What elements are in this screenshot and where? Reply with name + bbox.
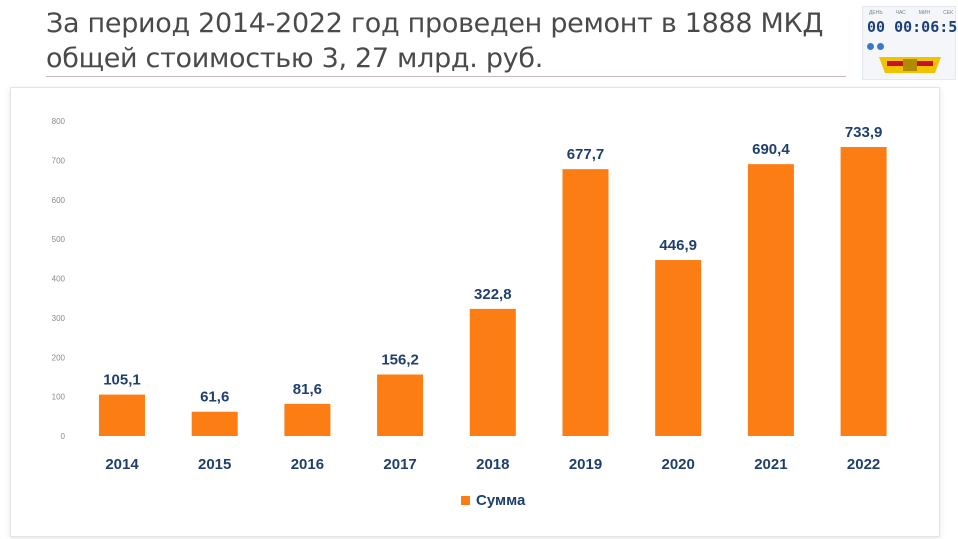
x-tick-label: 2019: [569, 456, 602, 473]
y-tick-label: 100: [52, 393, 66, 402]
bar: [469, 308, 516, 436]
y-axis: 0 100 200 300 400 500 600 700 800: [52, 117, 66, 441]
x-tick-label: 2022: [847, 456, 880, 473]
y-tick-label: 800: [52, 117, 66, 126]
bar-value-label: 690,4: [752, 141, 790, 158]
title-line-1: За период 2014-2022 год проведен ремонт …: [46, 8, 824, 39]
bar: [840, 147, 887, 437]
legend: Сумма: [461, 492, 526, 509]
x-tick-label: 2016: [291, 456, 324, 473]
y-tick-label: 0: [61, 432, 66, 441]
timer-controls: [867, 43, 884, 50]
bar: [747, 164, 794, 436]
title-line-2: общей стоимостью 3, 27 млрд. руб.: [46, 43, 543, 74]
legend-swatch: [461, 496, 470, 505]
bar-value-label: 446,9: [659, 237, 697, 254]
timer-label-seconds: СЕК: [943, 10, 953, 16]
timer-label-days: ДЕНЬ: [869, 10, 883, 16]
x-tick-label: 2021: [754, 456, 787, 473]
bar: [655, 260, 702, 436]
settings-icon[interactable]: [867, 43, 874, 50]
y-tick-label: 500: [52, 235, 66, 244]
x-tick-label: 2020: [662, 456, 695, 473]
bar: [284, 403, 331, 436]
y-tick-label: 400: [52, 275, 66, 284]
countdown-timer: ДЕНЬ ЧАС МИН СЕК 00 00:06:56: [862, 6, 958, 80]
bar-value-label: 733,9: [845, 124, 883, 141]
bar-value-label: 156,2: [381, 351, 419, 368]
bar: [562, 169, 609, 436]
x-tick-label: 2018: [476, 456, 509, 473]
x-tick-label: 2015: [198, 456, 231, 473]
y-tick-label: 200: [52, 353, 66, 362]
timer-value: 00 00:06:56: [867, 18, 958, 36]
bar: [191, 411, 238, 436]
bar-value-label: 81,6: [293, 381, 322, 398]
x-tick-label: 2014: [105, 456, 139, 473]
bar-series: 105,1 61,6 81,6 156,2 322,8 677,7 446,9 690,4 73…: [99, 124, 887, 437]
bar-value-label: 677,7: [567, 146, 605, 163]
bar-value-label: 105,1: [103, 372, 141, 389]
legend-label: Сумма: [476, 492, 526, 509]
bar-value-label: 322,8: [474, 286, 512, 303]
title-divider: [46, 76, 846, 77]
y-tick-label: 700: [52, 156, 66, 165]
bar-value-label: 61,6: [200, 389, 229, 406]
bar: [377, 374, 424, 436]
timer-labels: ДЕНЬ ЧАС МИН СЕК: [869, 10, 953, 16]
x-tick-label: 2017: [383, 456, 416, 473]
y-tick-label: 600: [52, 196, 66, 205]
timer-label-minutes: МИН: [918, 10, 931, 16]
slide-title: За период 2014-2022 год проведен ремонт …: [46, 6, 846, 76]
bar: [99, 394, 145, 436]
x-axis: 2014 2015 2016 2017 2018 2019 2020 2021 2022: [105, 456, 880, 473]
chart-card: 0 100 200 300 400 500 600 700 800 105,1 61,6 81,6 1…: [10, 87, 940, 537]
info-icon[interactable]: [877, 43, 884, 50]
emblem-logo: [879, 57, 941, 73]
timer-label-hours: ЧАС: [895, 10, 906, 16]
y-tick-label: 300: [52, 314, 66, 323]
